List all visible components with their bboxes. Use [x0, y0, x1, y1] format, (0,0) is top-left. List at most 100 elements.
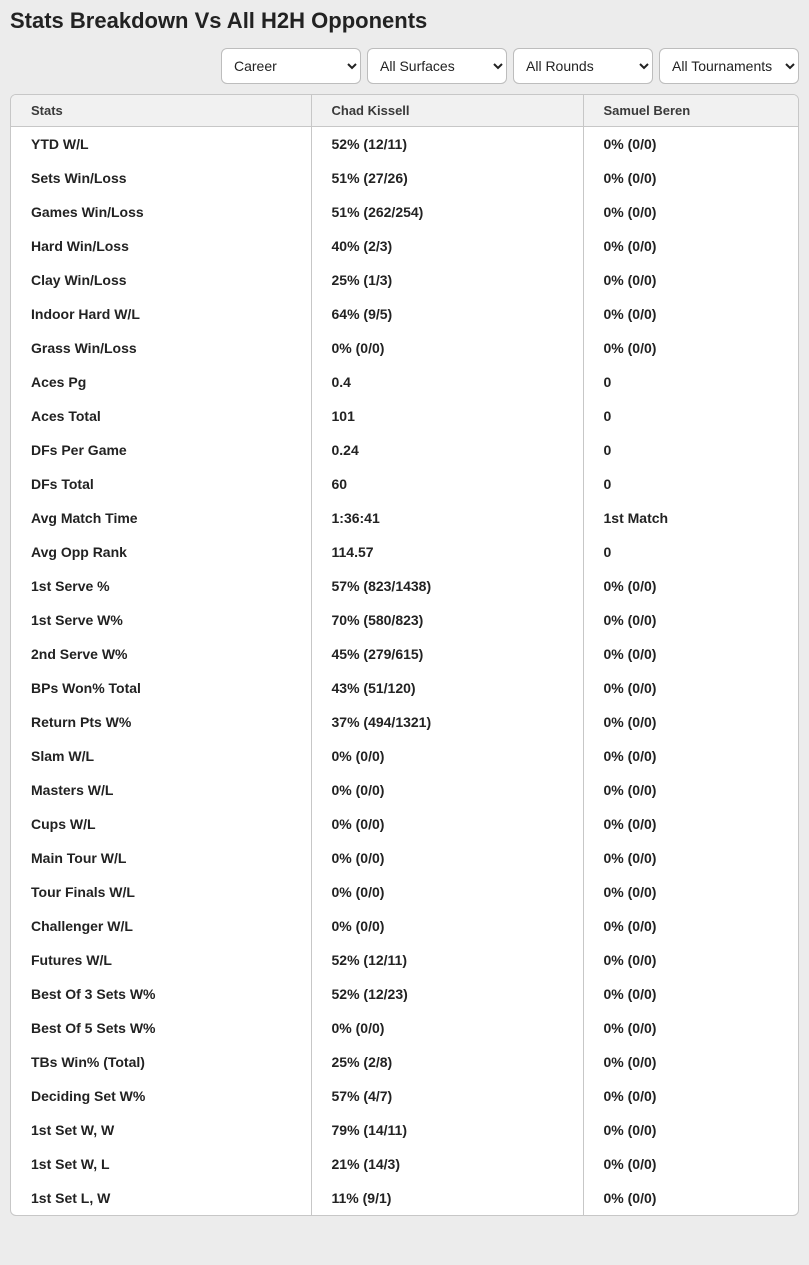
- player1-value: 51% (262/254): [311, 195, 583, 229]
- table-row: 2nd Serve W%45% (279/615)0% (0/0): [11, 637, 798, 671]
- stat-label: Futures W/L: [11, 943, 311, 977]
- player1-value: 101: [311, 399, 583, 433]
- table-row: Masters W/L0% (0/0)0% (0/0): [11, 773, 798, 807]
- player2-value: 0% (0/0): [583, 773, 798, 807]
- table-row: YTD W/L52% (12/11)0% (0/0): [11, 127, 798, 162]
- stat-label: Sets Win/Loss: [11, 161, 311, 195]
- filter-bar: Career All Surfaces All Rounds All Tourn…: [10, 48, 799, 84]
- filter-timeframe[interactable]: Career: [221, 48, 361, 84]
- stat-label: Best Of 3 Sets W%: [11, 977, 311, 1011]
- player2-value: 0% (0/0): [583, 637, 798, 671]
- player2-value: 0% (0/0): [583, 195, 798, 229]
- player1-value: 60: [311, 467, 583, 501]
- stats-table-wrapper: Stats Chad Kissell Samuel Beren YTD W/L5…: [10, 94, 799, 1216]
- stat-label: 1st Set L, W: [11, 1181, 311, 1215]
- stat-label: Challenger W/L: [11, 909, 311, 943]
- table-row: DFs Total600: [11, 467, 798, 501]
- table-row: Best Of 3 Sets W%52% (12/23)0% (0/0): [11, 977, 798, 1011]
- player1-value: 43% (51/120): [311, 671, 583, 705]
- table-header-row: Stats Chad Kissell Samuel Beren: [11, 95, 798, 127]
- table-row: TBs Win% (Total)25% (2/8)0% (0/0): [11, 1045, 798, 1079]
- table-row: Aces Pg0.40: [11, 365, 798, 399]
- player2-value: 0% (0/0): [583, 297, 798, 331]
- filter-surface[interactable]: All Surfaces: [367, 48, 507, 84]
- table-row: BPs Won% Total43% (51/120)0% (0/0): [11, 671, 798, 705]
- player1-value: 0% (0/0): [311, 331, 583, 365]
- stat-label: Return Pts W%: [11, 705, 311, 739]
- player1-value: 0% (0/0): [311, 909, 583, 943]
- stat-label: Masters W/L: [11, 773, 311, 807]
- stat-label: Avg Opp Rank: [11, 535, 311, 569]
- filter-tournament[interactable]: All Tournaments: [659, 48, 799, 84]
- player2-value: 0% (0/0): [583, 127, 798, 162]
- col-header-player1: Chad Kissell: [311, 95, 583, 127]
- player1-value: 0.4: [311, 365, 583, 399]
- player1-value: 79% (14/11): [311, 1113, 583, 1147]
- player2-value: 0: [583, 365, 798, 399]
- stat-label: Clay Win/Loss: [11, 263, 311, 297]
- player1-value: 0% (0/0): [311, 807, 583, 841]
- table-row: Tour Finals W/L0% (0/0)0% (0/0): [11, 875, 798, 909]
- player2-value: 0% (0/0): [583, 807, 798, 841]
- table-row: Cups W/L0% (0/0)0% (0/0): [11, 807, 798, 841]
- player2-value: 0: [583, 467, 798, 501]
- player1-value: 0% (0/0): [311, 739, 583, 773]
- player2-value: 0% (0/0): [583, 1079, 798, 1113]
- stat-label: Deciding Set W%: [11, 1079, 311, 1113]
- stat-label: TBs Win% (Total): [11, 1045, 311, 1079]
- player2-value: 0: [583, 433, 798, 467]
- table-row: Deciding Set W%57% (4/7)0% (0/0): [11, 1079, 798, 1113]
- stat-label: Avg Match Time: [11, 501, 311, 535]
- player2-value: 1st Match: [583, 501, 798, 535]
- player1-value: 52% (12/23): [311, 977, 583, 1011]
- stats-table: Stats Chad Kissell Samuel Beren YTD W/L5…: [11, 95, 798, 1215]
- table-row: 1st Set L, W11% (9/1)0% (0/0): [11, 1181, 798, 1215]
- player2-value: 0% (0/0): [583, 977, 798, 1011]
- player1-value: 52% (12/11): [311, 127, 583, 162]
- player2-value: 0% (0/0): [583, 229, 798, 263]
- table-row: 1st Set W, W79% (14/11)0% (0/0): [11, 1113, 798, 1147]
- table-row: Sets Win/Loss51% (27/26)0% (0/0): [11, 161, 798, 195]
- stat-label: BPs Won% Total: [11, 671, 311, 705]
- stat-label: YTD W/L: [11, 127, 311, 162]
- stat-label: 1st Set W, L: [11, 1147, 311, 1181]
- col-header-player2: Samuel Beren: [583, 95, 798, 127]
- player1-value: 51% (27/26): [311, 161, 583, 195]
- table-row: Main Tour W/L0% (0/0)0% (0/0): [11, 841, 798, 875]
- player2-value: 0% (0/0): [583, 331, 798, 365]
- player2-value: 0% (0/0): [583, 909, 798, 943]
- table-row: Clay Win/Loss25% (1/3)0% (0/0): [11, 263, 798, 297]
- filter-round[interactable]: All Rounds: [513, 48, 653, 84]
- player1-value: 40% (2/3): [311, 229, 583, 263]
- player1-value: 64% (9/5): [311, 297, 583, 331]
- player2-value: 0: [583, 399, 798, 433]
- player2-value: 0% (0/0): [583, 943, 798, 977]
- table-row: Games Win/Loss51% (262/254)0% (0/0): [11, 195, 798, 229]
- table-row: 1st Serve %57% (823/1438)0% (0/0): [11, 569, 798, 603]
- player2-value: 0% (0/0): [583, 569, 798, 603]
- player2-value: 0: [583, 535, 798, 569]
- table-row: Avg Match Time1:36:411st Match: [11, 501, 798, 535]
- stat-label: Games Win/Loss: [11, 195, 311, 229]
- stat-label: Aces Total: [11, 399, 311, 433]
- table-row: 1st Serve W%70% (580/823)0% (0/0): [11, 603, 798, 637]
- player1-value: 70% (580/823): [311, 603, 583, 637]
- player2-value: 0% (0/0): [583, 161, 798, 195]
- player2-value: 0% (0/0): [583, 671, 798, 705]
- player1-value: 25% (2/8): [311, 1045, 583, 1079]
- col-header-stats: Stats: [11, 95, 311, 127]
- stat-label: DFs Total: [11, 467, 311, 501]
- player2-value: 0% (0/0): [583, 603, 798, 637]
- table-row: 1st Set W, L21% (14/3)0% (0/0): [11, 1147, 798, 1181]
- player1-value: 0.24: [311, 433, 583, 467]
- table-row: Hard Win/Loss40% (2/3)0% (0/0): [11, 229, 798, 263]
- player1-value: 21% (14/3): [311, 1147, 583, 1181]
- player1-value: 52% (12/11): [311, 943, 583, 977]
- table-row: Slam W/L0% (0/0)0% (0/0): [11, 739, 798, 773]
- stat-label: Tour Finals W/L: [11, 875, 311, 909]
- table-row: DFs Per Game0.240: [11, 433, 798, 467]
- player2-value: 0% (0/0): [583, 1113, 798, 1147]
- player1-value: 25% (1/3): [311, 263, 583, 297]
- player2-value: 0% (0/0): [583, 739, 798, 773]
- table-row: Futures W/L52% (12/11)0% (0/0): [11, 943, 798, 977]
